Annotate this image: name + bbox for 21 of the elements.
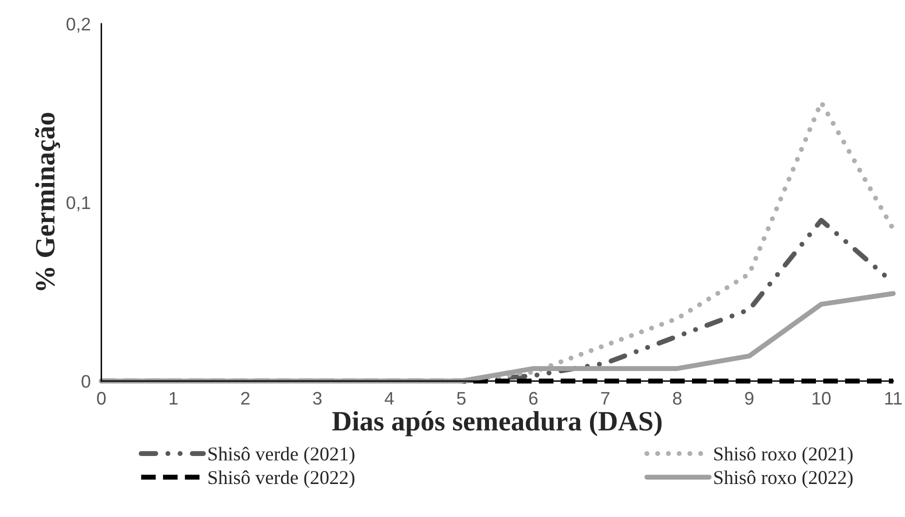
x-tick-label: 1 — [170, 392, 178, 405]
legend-label: Shisô roxo (2022) — [714, 470, 853, 488]
legend-label: Shisô verde (2022) — [208, 470, 354, 488]
x-tick-label: 3 — [312, 392, 322, 405]
x-tick-label: 9 — [745, 392, 754, 405]
legend-label: Shisô verde (2021) — [208, 446, 354, 465]
x-tick-label: 6 — [529, 392, 538, 405]
x-tick-label: 11 — [885, 392, 902, 405]
x-tick-label: 10 — [812, 392, 831, 405]
x-tick-label: 8 — [673, 392, 682, 405]
x-axis-title: Dias após semeadura (DAS) — [332, 411, 662, 436]
x-tick-label: 7 — [601, 392, 610, 405]
legend-label: Shisô roxo (2021) — [714, 446, 853, 465]
y-axis-title: % Germinação — [35, 112, 60, 290]
y-tick-label: 0 — [82, 374, 90, 388]
x-tick-label: 2 — [241, 392, 250, 405]
y-tick-label: 0,1 — [66, 196, 90, 212]
x-tick-label: 0 — [97, 392, 106, 405]
x-tick-label: 4 — [384, 392, 394, 405]
x-tick-label: 5 — [457, 392, 466, 405]
y-tick-label: 0,2 — [66, 18, 90, 33]
